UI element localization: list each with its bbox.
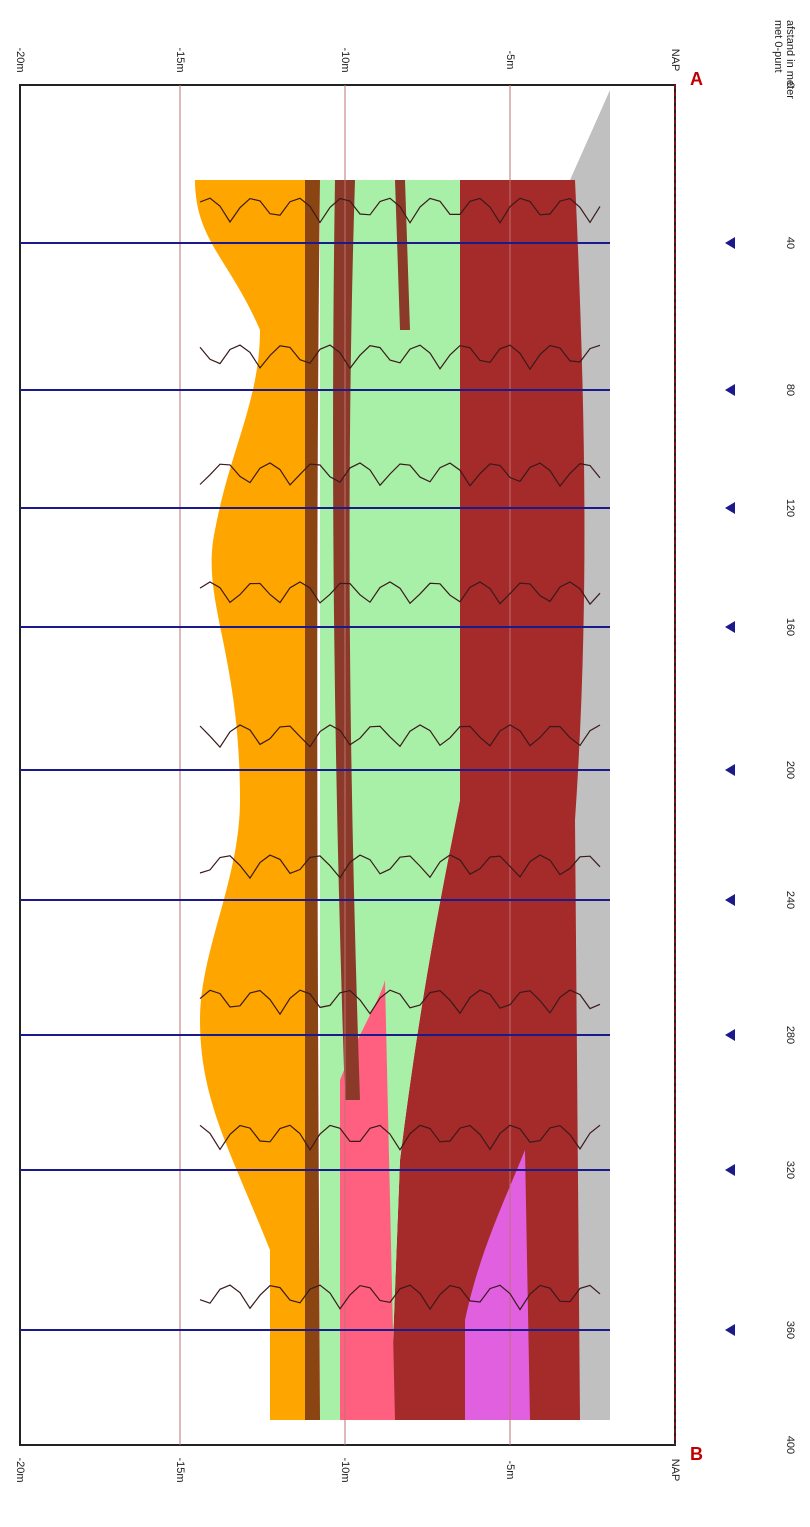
depth-label: -15m <box>174 47 186 72</box>
depth-label: -5m <box>504 51 516 70</box>
legend-line: met 0-punt <box>772 20 784 73</box>
sounding-marker <box>725 384 735 396</box>
distance-label: 80 <box>784 384 796 396</box>
sounding-marker <box>725 1029 735 1041</box>
sounding-marker <box>725 237 735 249</box>
cross-section: NAPNAP-5m-5m-10m-10m-15m-15m-20m-20m0408… <box>0 0 810 1527</box>
depth-label: -20m <box>14 47 26 72</box>
depth-label: -15m <box>174 1457 186 1482</box>
distance-label: 320 <box>784 1161 796 1179</box>
sounding-marker <box>725 894 735 906</box>
depth-label: -10m <box>339 1457 351 1482</box>
distance-label: 160 <box>784 618 796 636</box>
distance-label: 280 <box>784 1026 796 1044</box>
sounding-marker <box>725 1324 735 1336</box>
sounding-marker <box>725 764 735 776</box>
depth-label: -10m <box>339 47 351 72</box>
depth-label: NAP <box>669 1459 681 1482</box>
depth-label: -5m <box>504 1461 516 1480</box>
depth-label: NAP <box>669 49 681 72</box>
sounding-marker <box>725 1164 735 1176</box>
legend-line: afstand in meter <box>784 20 796 99</box>
section-end: B <box>690 1444 703 1464</box>
distance-label: 240 <box>784 891 796 909</box>
distance-label: 360 <box>784 1321 796 1339</box>
distance-label: 200 <box>784 761 796 779</box>
depth-label: -20m <box>14 1457 26 1482</box>
sounding-marker <box>725 502 735 514</box>
distance-label: 120 <box>784 499 796 517</box>
distance-label: 40 <box>784 237 796 249</box>
section-start: A <box>690 69 703 89</box>
distance-label: 400 <box>784 1436 796 1454</box>
sounding-marker <box>725 621 735 633</box>
